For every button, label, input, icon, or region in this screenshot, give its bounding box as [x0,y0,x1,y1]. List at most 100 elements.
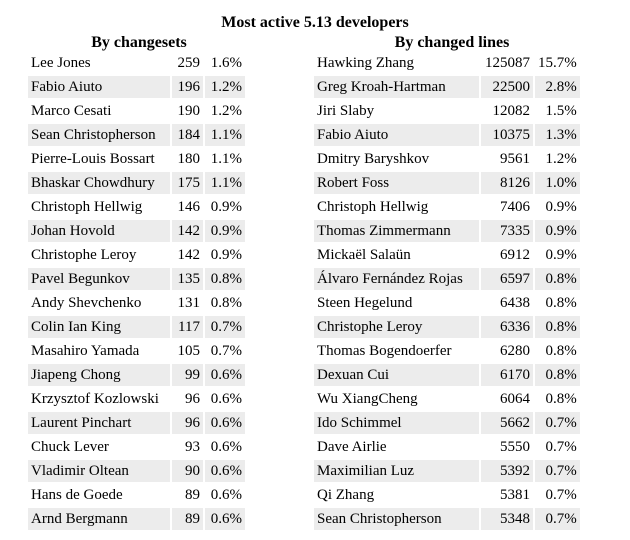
developer-name: Greg Kroah-Hartman [314,76,479,98]
developer-percent: 1.1% [205,172,245,194]
developer-count: 117 [172,316,203,338]
developer-percent: 0.7% [535,436,580,458]
developer-name: Wu XiangCheng [314,388,479,410]
developer-percent: 1.2% [535,148,580,170]
developer-name: Johan Hovold [28,220,170,242]
developer-count: 180 [172,148,203,170]
developer-percent: 0.9% [205,244,245,266]
developer-percent: 1.1% [205,148,245,170]
developer-count: 7406 [481,196,533,218]
developer-percent: 0.8% [535,340,580,362]
developer-percent: 1.6% [205,52,245,74]
table-row: Lee Jones 259 1.6% [28,52,245,74]
table-row: Fabio Aiuto 10375 1.3% [314,124,580,146]
table-row: Jiapeng Chong 99 0.6% [28,364,245,386]
developer-count: 125087 [481,52,533,74]
table-row: Christoph Hellwig 146 0.9% [28,196,245,218]
developer-name: Robert Foss [314,172,479,194]
developer-percent: 0.8% [535,364,580,386]
developer-count: 12082 [481,100,533,122]
developer-name: Maximilian Luz [314,460,479,482]
developer-percent: 0.8% [535,388,580,410]
developer-count: 5550 [481,436,533,458]
developer-name: Krzysztof Kozlowski [28,388,170,410]
table-row: Krzysztof Kozlowski 96 0.6% [28,388,245,410]
developer-count: 6336 [481,316,533,338]
table-row: Dave Airlie 5550 0.7% [314,436,580,458]
developer-name: Vladimir Oltean [28,460,170,482]
table-row: Colin Ian King 117 0.7% [28,316,245,338]
developer-name: Colin Ian King [28,316,170,338]
developer-count: 22500 [481,76,533,98]
developer-percent: 0.6% [205,484,245,506]
developer-name: Marco Cesati [28,100,170,122]
developer-percent: 0.6% [205,388,245,410]
developer-percent: 0.7% [205,340,245,362]
table-row: Christophe Leroy 142 0.9% [28,244,245,266]
table-row: Chuck Lever 93 0.6% [28,436,245,458]
table-row: Christophe Leroy 6336 0.8% [314,316,580,338]
developer-name: Lee Jones [28,52,170,74]
changed-lines-table: Hawking Zhang 125087 15.7% Greg Kroah-Hartm… [312,50,582,532]
table-row: Dexuan Cui 6170 0.8% [314,364,580,386]
developer-name: Arnd Bergmann [28,508,170,530]
table-row: Vladimir Oltean 90 0.6% [28,460,245,482]
developer-percent: 0.7% [205,316,245,338]
developer-name: Christoph Hellwig [314,196,479,218]
developer-count: 96 [172,412,203,434]
developer-name: Álvaro Fernández Rojas [314,268,479,290]
developer-name: Hawking Zhang [314,52,479,74]
developer-percent: 0.8% [535,268,580,290]
developer-count: 8126 [481,172,533,194]
table-row: Maximilian Luz 5392 0.7% [314,460,580,482]
developer-name: Hans de Goede [28,484,170,506]
developer-name: Pavel Begunkov [28,268,170,290]
developer-percent: 0.6% [205,508,245,530]
developer-percent: 0.8% [535,292,580,314]
table-row: Thomas Zimmermann 7335 0.9% [314,220,580,242]
developer-name: Laurent Pinchart [28,412,170,434]
developer-percent: 0.6% [205,460,245,482]
developer-percent: 0.7% [535,484,580,506]
developer-name: Pierre-Louis Bossart [28,148,170,170]
developer-count: 7335 [481,220,533,242]
developer-percent: 2.8% [535,76,580,98]
developer-percent: 1.2% [205,100,245,122]
developer-percent: 1.1% [205,124,245,146]
developer-count: 190 [172,100,203,122]
developer-count: 6912 [481,244,533,266]
developer-count: 96 [172,388,203,410]
table-row: Andy Shevchenko 131 0.8% [28,292,245,314]
developer-count: 175 [172,172,203,194]
developer-name: Qi Zhang [314,484,479,506]
changesets-table: Lee Jones 259 1.6% Fabio Aiuto 196 1.2% Marco … [26,50,247,532]
page-title: Most active 5.13 developers [221,14,409,31]
developer-name: Fabio Aiuto [28,76,170,98]
developer-percent: 0.7% [535,508,580,530]
developer-name: Sean Christopherson [28,124,170,146]
developer-name: Fabio Aiuto [314,124,479,146]
table-row: Qi Zhang 5381 0.7% [314,484,580,506]
developer-percent: 1.5% [535,100,580,122]
developer-count: 146 [172,196,203,218]
developer-name: Thomas Bogendoerfer [314,340,479,362]
table-row: Pierre-Louis Bossart 180 1.1% [28,148,245,170]
developer-name: Ido Schimmel [314,412,479,434]
table-row: Greg Kroah-Hartman 22500 2.8% [314,76,580,98]
table-row: Robert Foss 8126 1.0% [314,172,580,194]
developer-count: 93 [172,436,203,458]
table-row: Mickaël Salaün 6912 0.9% [314,244,580,266]
developer-name: Mickaël Salaün [314,244,479,266]
table-row: Dmitry Baryshkov 9561 1.2% [314,148,580,170]
developer-count: 184 [172,124,203,146]
developer-count: 6438 [481,292,533,314]
developer-count: 142 [172,220,203,242]
table-row: Arnd Bergmann 89 0.6% [28,508,245,530]
developer-count: 9561 [481,148,533,170]
developer-count: 89 [172,484,203,506]
developer-name: Christophe Leroy [314,316,479,338]
developer-percent: 0.6% [205,364,245,386]
table-row: Thomas Bogendoerfer 6280 0.8% [314,340,580,362]
developer-percent: 0.9% [205,220,245,242]
